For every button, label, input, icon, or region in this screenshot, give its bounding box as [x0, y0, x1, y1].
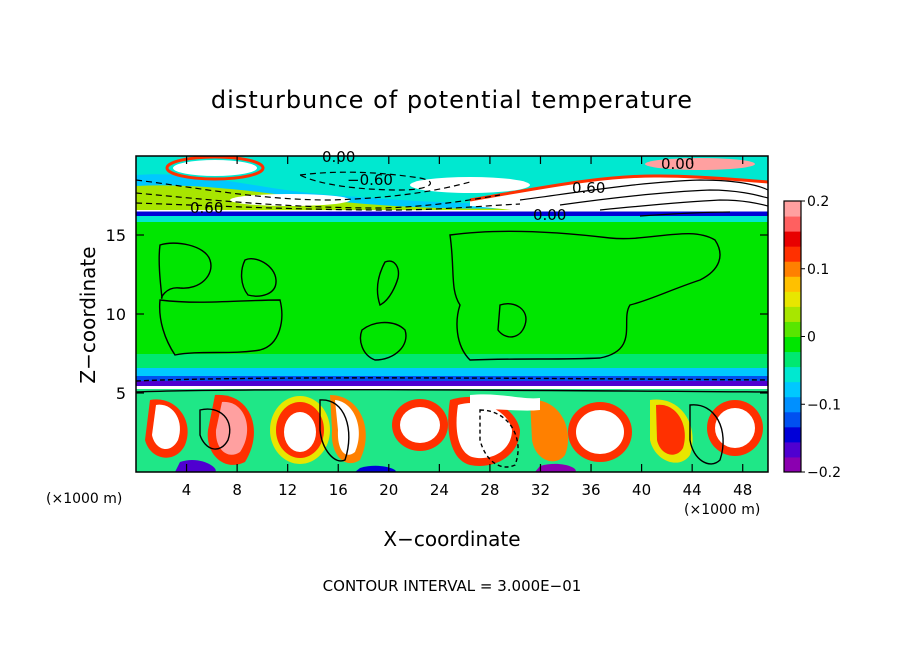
colorbar: 0.2 0.1 0 −0.1 −0.2	[783, 194, 841, 481]
x-axis: 4 8 12 16 20 24 28 32 36 40 44 48	[182, 156, 752, 499]
x-tick-label: 32	[531, 481, 550, 499]
contour-interval-note: CONTOUR INTERVAL = 3.000E−01	[322, 577, 582, 595]
x-tick-label: 16	[329, 481, 348, 499]
x-unit-label-right: (×1000 m)	[684, 502, 761, 518]
colorbar-segment	[784, 291, 801, 307]
x-tick-label: 24	[430, 481, 449, 499]
x-tick-label: 44	[683, 481, 702, 499]
colorbar-segment	[784, 336, 801, 353]
contour-lines-positive	[519, 179, 768, 217]
upper-warm-edge	[469, 174, 768, 202]
colorbar-segment	[784, 426, 801, 443]
colorbar-segment	[784, 276, 801, 292]
colorbar-tick-label: 0	[807, 330, 816, 346]
stable-band-top	[136, 211, 768, 216]
x-tick-label: 4	[182, 481, 192, 499]
contour-label: 0.00	[533, 206, 566, 224]
stable-band-edge	[136, 210, 768, 212]
colorbar-segment	[784, 231, 801, 247]
colorbar-segment	[784, 351, 801, 368]
x-tick-label: 20	[379, 481, 398, 499]
contour-label: 0.00	[661, 155, 694, 173]
colorbar-segment	[784, 246, 801, 262]
mid-fade	[136, 354, 768, 368]
y-axis: 5 10 15	[106, 226, 768, 403]
upper-white-band	[230, 194, 350, 206]
colorbar-segment	[784, 366, 801, 383]
stable-band-low-4	[136, 386, 768, 389]
stable-band-fade	[136, 216, 768, 222]
upper-warm-patch-left	[173, 160, 257, 176]
lower-eddies	[145, 394, 763, 472]
colorbar-segment	[784, 411, 801, 428]
colorbar-segment	[784, 381, 801, 398]
x-axis-label: X−coordinate	[383, 527, 521, 551]
contour-label: 0.60	[572, 179, 605, 197]
y-tick-label: 10	[106, 305, 126, 324]
colorbar-tick-label: 0.1	[807, 262, 829, 278]
stable-band-low-1	[136, 368, 768, 376]
x-unit-label-left: (×1000 m)	[46, 491, 123, 507]
upper-warm-ring-left	[165, 156, 265, 181]
stable-band-low-3	[136, 381, 768, 386]
colorbar-tick-label: −0.2	[807, 465, 841, 481]
contour-lines	[136, 230, 768, 468]
x-tick-label: 40	[632, 481, 651, 499]
x-tick-label: 36	[581, 481, 600, 499]
contour-labels: 0.00 −0.60 0.00 0.60 0.60 0.00	[190, 148, 694, 224]
contour-label: −0.60	[347, 171, 393, 189]
colorbar-segment	[784, 396, 801, 413]
x-tick-label: 28	[480, 481, 499, 499]
temperature-field	[136, 156, 768, 472]
colorbar-tick-label: 0.2	[807, 194, 829, 210]
contour-lines-negative	[136, 171, 521, 211]
colorbar-segment	[784, 321, 801, 337]
upper-pink-patch	[645, 158, 755, 170]
y-axis-label: Z−coordinate	[76, 246, 100, 384]
y-tick-label: 5	[116, 384, 126, 403]
x-tick-label: 8	[232, 481, 242, 499]
colorbar-segment	[784, 306, 801, 322]
y-tick-label: 15	[106, 226, 126, 245]
colorbar-segment	[784, 216, 801, 232]
chart-title: disturbunce of potential temperature	[210, 86, 694, 114]
colorbar-segment	[784, 456, 801, 473]
colorbar-tick-label: −0.1	[807, 397, 841, 413]
colorbar-segment	[784, 201, 801, 217]
colorbar-segment	[784, 441, 801, 458]
x-tick-label: 48	[733, 481, 752, 499]
x-tick-label: 12	[278, 481, 297, 499]
colorbar-segment	[784, 261, 801, 277]
contour-label: 0.60	[190, 199, 223, 217]
